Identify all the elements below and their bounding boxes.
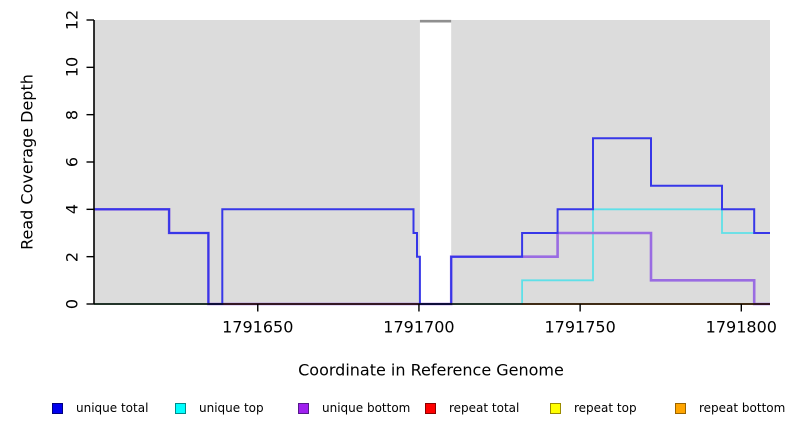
legend-item: unique total bbox=[52, 398, 148, 418]
y-tick-label: 10 bbox=[62, 57, 82, 78]
y-tick-label: 0 bbox=[62, 298, 82, 310]
legend-swatch-icon bbox=[425, 402, 436, 414]
legend-label: unique total bbox=[76, 401, 149, 415]
legend-item: repeat bottom bbox=[675, 398, 785, 418]
x-tick-label: 1791650 bbox=[222, 317, 294, 337]
legend-label: repeat bottom bbox=[699, 401, 786, 415]
x-tick-label: 1791800 bbox=[705, 317, 777, 337]
legend-swatch-icon bbox=[175, 402, 186, 414]
y-tick-label: 12 bbox=[62, 9, 82, 31]
series-line-unique-top bbox=[94, 208, 770, 305]
legend-label: unique top bbox=[199, 401, 264, 415]
legend-swatch-icon bbox=[675, 402, 686, 414]
mask-region bbox=[419, 20, 452, 304]
legend-item: repeat top bbox=[550, 398, 637, 418]
legend-label: repeat total bbox=[449, 401, 520, 415]
y-axis-title: Read Coverage Depth bbox=[17, 74, 37, 250]
legend: unique total unique top unique bottom repea… bbox=[0, 398, 792, 422]
y-tick-label: 6 bbox=[62, 156, 82, 168]
legend-item: unique top bbox=[175, 398, 264, 418]
x-axis-title: Coordinate in Reference Genome bbox=[298, 360, 564, 380]
y-tick-label: 2 bbox=[62, 251, 82, 262]
legend-item: unique bottom bbox=[298, 398, 410, 418]
y-tick-label: 4 bbox=[62, 204, 82, 215]
y-tick-label: 8 bbox=[62, 109, 82, 120]
legend-swatch-icon bbox=[550, 402, 561, 414]
legend-item: repeat total bbox=[425, 398, 519, 418]
legend-swatch-icon bbox=[52, 402, 63, 414]
legend-label: unique bottom bbox=[322, 401, 411, 415]
x-tick-label: 1791750 bbox=[544, 317, 616, 337]
legend-swatch-icon bbox=[298, 402, 309, 414]
x-tick-label: 1791700 bbox=[383, 317, 455, 337]
legend-label: repeat top bbox=[574, 401, 637, 415]
